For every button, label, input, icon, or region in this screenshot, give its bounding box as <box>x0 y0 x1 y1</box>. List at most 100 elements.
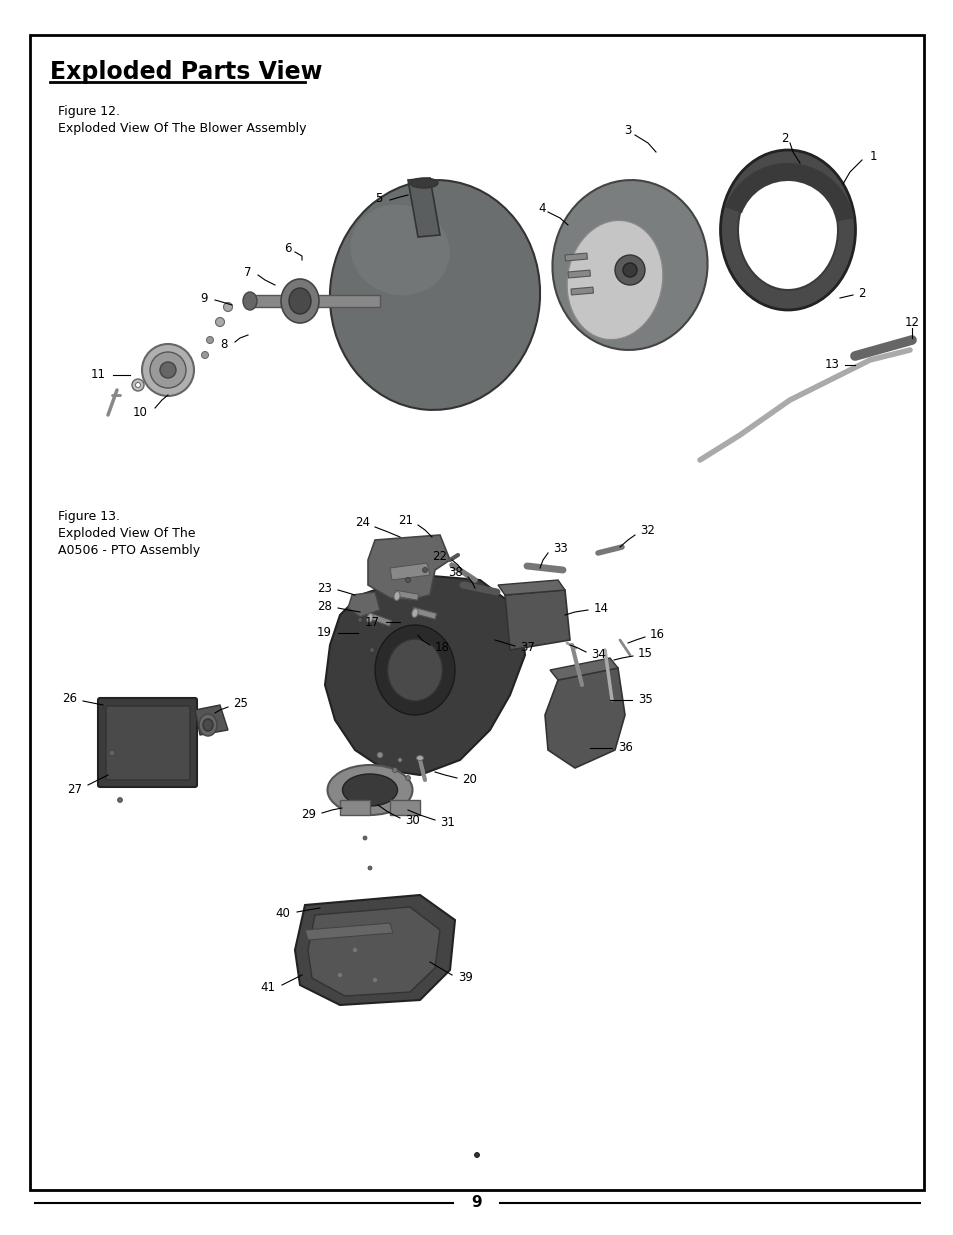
Ellipse shape <box>342 774 397 806</box>
Text: 27: 27 <box>67 783 82 797</box>
Text: 30: 30 <box>405 815 419 827</box>
Ellipse shape <box>135 383 140 388</box>
Text: 38: 38 <box>448 567 462 579</box>
Bar <box>367 613 391 626</box>
Bar <box>564 253 587 261</box>
Polygon shape <box>390 563 430 580</box>
Text: 21: 21 <box>397 515 413 527</box>
Ellipse shape <box>150 352 186 388</box>
Text: 2: 2 <box>857 287 864 300</box>
Text: 34: 34 <box>590 648 605 662</box>
Text: 24: 24 <box>355 516 370 530</box>
Polygon shape <box>348 592 379 618</box>
Polygon shape <box>408 178 439 237</box>
Ellipse shape <box>422 568 427 573</box>
Text: 19: 19 <box>316 626 332 640</box>
Text: 12: 12 <box>903 315 919 329</box>
Ellipse shape <box>203 719 213 731</box>
Text: 17: 17 <box>365 615 379 629</box>
Text: 6: 6 <box>284 242 292 254</box>
Ellipse shape <box>738 170 837 290</box>
Text: 7: 7 <box>244 266 252 279</box>
Text: 40: 40 <box>274 908 290 920</box>
Bar <box>390 800 419 815</box>
Polygon shape <box>194 705 228 735</box>
Polygon shape <box>308 906 439 995</box>
Ellipse shape <box>615 254 644 285</box>
Text: Exploded View Of The Blower Assembly: Exploded View Of The Blower Assembly <box>58 122 306 135</box>
Text: 9: 9 <box>471 1195 482 1210</box>
Text: 25: 25 <box>233 698 248 710</box>
Text: 1: 1 <box>869 149 877 163</box>
Ellipse shape <box>110 751 114 756</box>
FancyBboxPatch shape <box>106 706 190 781</box>
Ellipse shape <box>352 947 357 952</box>
Text: 26: 26 <box>62 693 77 705</box>
Ellipse shape <box>376 752 382 758</box>
Ellipse shape <box>330 180 539 410</box>
Text: 14: 14 <box>594 601 608 615</box>
Bar <box>567 270 590 278</box>
Text: 36: 36 <box>618 741 632 755</box>
Bar <box>339 800 370 815</box>
Ellipse shape <box>375 625 455 715</box>
Ellipse shape <box>132 379 144 391</box>
Ellipse shape <box>160 362 175 378</box>
Wedge shape <box>724 163 853 221</box>
Ellipse shape <box>368 866 372 869</box>
Text: 8: 8 <box>220 338 228 352</box>
Text: 20: 20 <box>461 773 476 787</box>
Text: 16: 16 <box>649 629 664 641</box>
Polygon shape <box>544 668 624 768</box>
Ellipse shape <box>289 288 311 314</box>
Ellipse shape <box>350 205 449 295</box>
Text: 15: 15 <box>638 647 652 661</box>
Ellipse shape <box>199 714 216 736</box>
Text: 4: 4 <box>537 201 545 215</box>
Text: 9: 9 <box>200 291 208 305</box>
Ellipse shape <box>394 592 399 600</box>
Polygon shape <box>305 923 393 940</box>
Ellipse shape <box>392 767 397 773</box>
Text: Figure 12.: Figure 12. <box>58 105 120 119</box>
Text: A0506 - PTO Assembly: A0506 - PTO Assembly <box>58 543 200 557</box>
Ellipse shape <box>474 1152 479 1157</box>
Ellipse shape <box>215 317 224 326</box>
Text: 3: 3 <box>623 124 631 137</box>
Ellipse shape <box>223 303 233 311</box>
Ellipse shape <box>206 336 213 343</box>
Bar <box>571 287 593 295</box>
Ellipse shape <box>243 291 256 310</box>
Text: 2: 2 <box>781 131 788 144</box>
Text: 41: 41 <box>260 982 274 994</box>
Text: 35: 35 <box>638 694 652 706</box>
Ellipse shape <box>117 798 122 803</box>
Ellipse shape <box>405 578 410 583</box>
Ellipse shape <box>410 178 437 188</box>
Ellipse shape <box>337 972 342 977</box>
Text: 22: 22 <box>432 550 447 562</box>
Ellipse shape <box>622 263 637 277</box>
Ellipse shape <box>281 279 318 324</box>
Text: 11: 11 <box>91 368 106 382</box>
Ellipse shape <box>412 609 417 618</box>
Ellipse shape <box>566 220 662 340</box>
Ellipse shape <box>357 618 362 622</box>
Polygon shape <box>294 895 455 1005</box>
Ellipse shape <box>369 647 375 652</box>
Polygon shape <box>325 576 524 776</box>
Bar <box>250 295 379 308</box>
Text: 37: 37 <box>519 641 535 655</box>
Text: 23: 23 <box>316 582 332 594</box>
Ellipse shape <box>397 758 401 762</box>
Text: 28: 28 <box>316 599 332 613</box>
Ellipse shape <box>405 776 410 781</box>
Polygon shape <box>550 658 618 680</box>
Text: 29: 29 <box>301 809 315 821</box>
Ellipse shape <box>201 352 209 358</box>
Text: 31: 31 <box>439 816 455 830</box>
Polygon shape <box>368 535 450 600</box>
Bar <box>412 608 436 619</box>
Text: 33: 33 <box>553 542 567 556</box>
Ellipse shape <box>387 638 442 701</box>
